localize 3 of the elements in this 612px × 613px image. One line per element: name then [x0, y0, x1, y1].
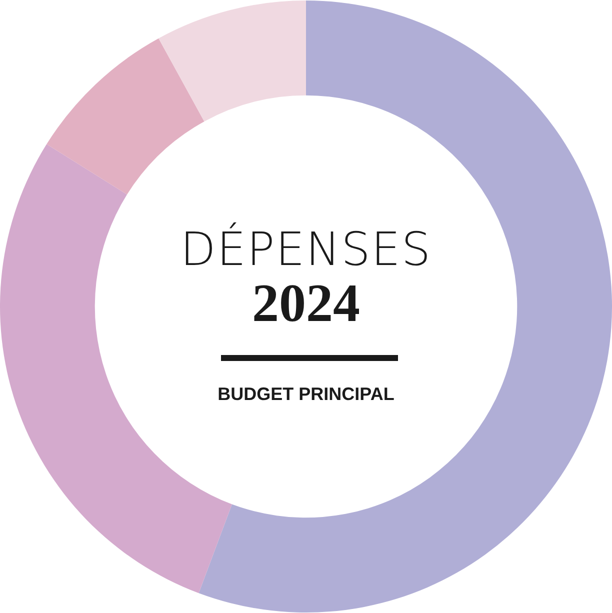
- donut-slice: [46, 38, 204, 194]
- text: BUDGET PRINCIPAL: [216, 384, 396, 405]
- donut-slice: [158, 0, 306, 122]
